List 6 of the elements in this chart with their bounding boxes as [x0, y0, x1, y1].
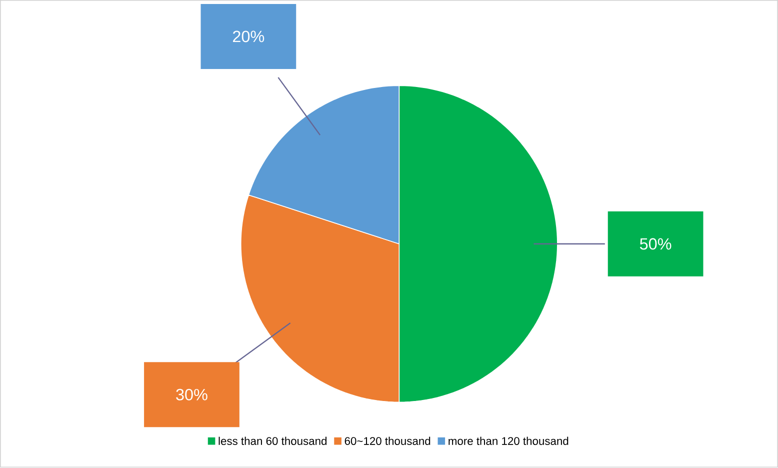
- legend-label: 60~120 thousand: [344, 437, 430, 446]
- data-label: 20%: [233, 30, 264, 42]
- legend-label: more than 120 thousand: [448, 437, 568, 446]
- data-label: 30%: [176, 389, 208, 401]
- legend-label: less than 60 thousand: [218, 437, 326, 446]
- data-label: 50%: [640, 238, 672, 250]
